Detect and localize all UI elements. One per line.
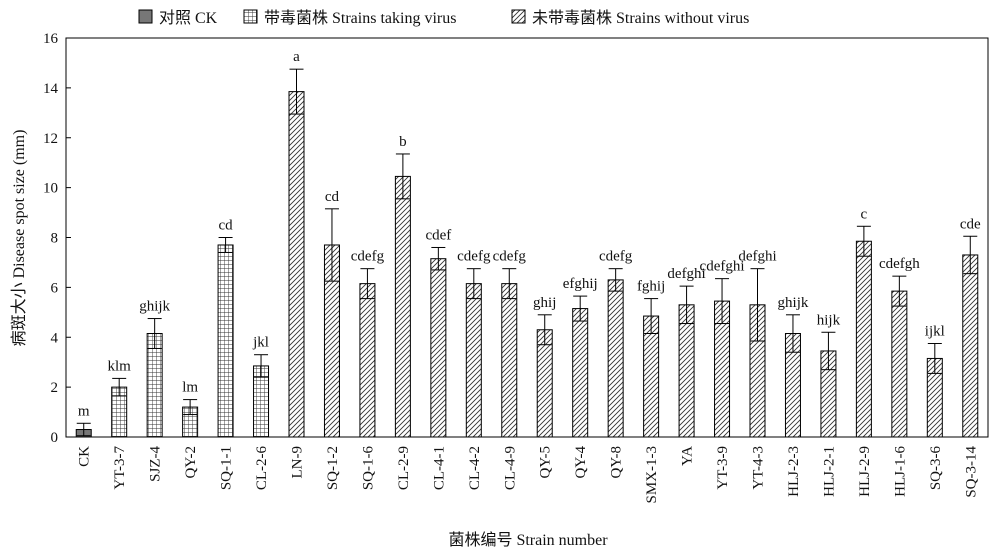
x-tick-label: SJZ-4 (148, 446, 164, 482)
x-tick-label: LN-9 (290, 446, 306, 479)
bar-qy-5 (536, 329, 553, 438)
x-axis-title: 菌株编号 Strain number (448, 531, 608, 549)
y-tick-label: 12 (43, 131, 58, 147)
legend-swatch-taking (243, 9, 258, 24)
axes: 0 2 4 6 8 10 12 14 16 CK YT-3-7 SJZ-4 QY-2 SQ-1-1 CL-2… (43, 31, 989, 504)
significance-label: cdefg (599, 249, 633, 265)
x-tick-label: CL-4-1 (431, 446, 447, 490)
significance-label: a (293, 49, 300, 65)
significance-label: cdefg (351, 249, 385, 265)
significance-label: hijk (817, 312, 841, 328)
significance-label: cdef (425, 227, 451, 243)
y-axis-title: 病斑大小 Disease spot size (mm) (10, 130, 28, 347)
bar-sq-1-6 (359, 283, 376, 438)
y-tick-label: 8 (51, 231, 59, 247)
x-tick-label: CL-2-6 (254, 446, 270, 491)
bar-hlj-2-9 (855, 240, 872, 438)
x-tick-label: CL-4-2 (467, 446, 483, 490)
significance-label: cdefg (493, 249, 527, 265)
legend-label-taking: 带毒菌株 Strains taking virus (264, 9, 456, 27)
significance-label: defghi (738, 249, 776, 265)
x-tick-label: YA (680, 446, 696, 466)
plot-frame (65, 37, 989, 438)
significance-label: cde (960, 216, 981, 232)
bar-qy-8 (607, 279, 624, 438)
y-tick-label: 2 (51, 380, 59, 396)
x-tick-label: QY-8 (609, 446, 625, 479)
legend-label-without: 未带毒菌株 Strains without virus (532, 9, 749, 27)
x-tick-label: SQ-1-1 (219, 446, 235, 490)
bar-cl-4-9 (501, 283, 518, 438)
x-tick-label: CL-4-9 (502, 446, 518, 490)
significance-label: m (78, 403, 90, 419)
y-tick-label: 16 (43, 31, 59, 47)
x-tick-label: CK (77, 446, 93, 467)
x-tick-label: SQ-3-14 (963, 446, 979, 498)
y-tick-label: 0 (51, 430, 59, 446)
bar-hlj-1-6 (891, 290, 908, 438)
x-tick-label: QY-5 (538, 446, 554, 479)
y-tick-label: 4 (51, 330, 59, 346)
significance-label: cdefgh (879, 256, 920, 272)
x-tick-label: SQ-1-6 (360, 446, 376, 491)
bar-qy-4 (572, 308, 589, 438)
bar-sq-3-14 (962, 254, 979, 438)
significance-label: efghij (563, 276, 598, 292)
x-tick-label: YT-3-7 (112, 446, 128, 490)
bar-sjz-4 (146, 333, 163, 438)
bar-smx-1-3 (643, 315, 660, 438)
x-tick-label: SMX-1-3 (644, 446, 660, 504)
significance-label: lm (182, 380, 198, 396)
legend-swatch-ck (138, 9, 153, 24)
significance-label: ghijk (778, 295, 809, 311)
significance-label: defghi (667, 266, 705, 282)
bar-cl-4-2 (465, 283, 482, 438)
bar-sq-1-1 (217, 244, 234, 438)
bar-cl-2-9 (394, 175, 411, 438)
y-tick-label: 14 (43, 81, 59, 97)
y-tick-label: 10 (43, 181, 58, 197)
significance-label: b (399, 134, 407, 150)
x-tick-label: YT-4-3 (751, 446, 767, 490)
significance-label: ghij (533, 295, 556, 311)
x-tick-label: HLJ-2-3 (786, 446, 802, 497)
x-tick-label: QY-2 (183, 446, 199, 479)
bar-ya (678, 304, 695, 438)
bar-cl-4-1 (430, 258, 447, 438)
significance-label: jkl (252, 335, 269, 351)
significance-label: c (861, 206, 868, 222)
significance-label: ijkl (925, 323, 945, 339)
significance-label: klm (108, 358, 132, 374)
x-tick-label: HLJ-2-1 (821, 446, 837, 497)
bar-ln-9 (288, 91, 305, 438)
x-tick-label: YT-3-9 (715, 446, 731, 490)
significance-label: ghijk (139, 299, 170, 315)
significance-label: cdefghi (700, 259, 745, 275)
significance-label: cd (325, 189, 340, 205)
y-tick-label: 6 (51, 280, 59, 296)
x-tick-label: SQ-3-6 (928, 446, 944, 491)
significance-label: fghij (637, 279, 665, 295)
legend-swatch-without (511, 9, 526, 24)
x-tick-label: SQ-1-2 (325, 446, 341, 490)
x-tick-label: QY-4 (573, 446, 589, 479)
legend: 对照 CK 带毒菌株 Strains taking virus 未带毒菌株 Stra… (138, 9, 749, 27)
x-tick-label: CL-2-9 (396, 446, 412, 490)
legend-label-ck: 对照 CK (159, 9, 218, 27)
x-tick-label: HLJ-1-6 (892, 446, 908, 497)
significance-label: cd (218, 218, 233, 234)
x-tick-label: HLJ-2-9 (857, 446, 873, 497)
significance-label: cdefg (457, 249, 491, 265)
